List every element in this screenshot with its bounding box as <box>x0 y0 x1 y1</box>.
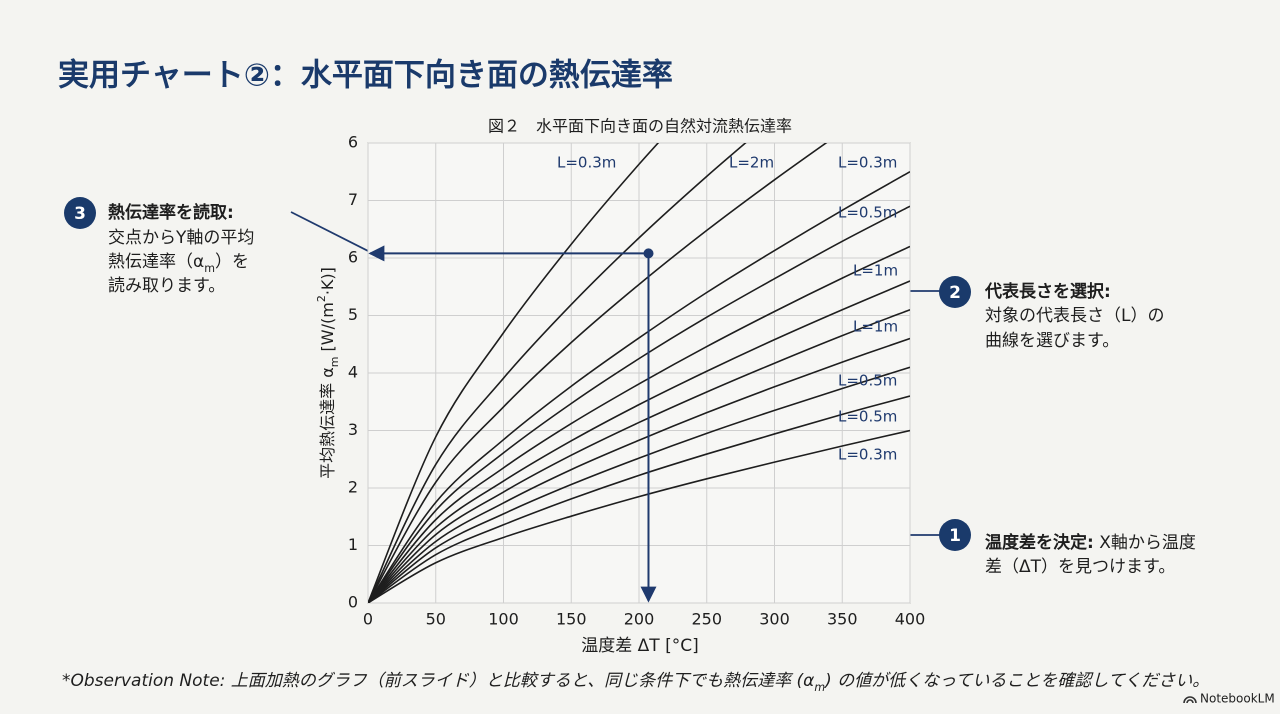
y-tick-label: 7 <box>348 190 358 209</box>
callout-heading-text: 熱伝達率を読取: <box>108 202 234 223</box>
text-sub: m <box>814 681 825 694</box>
slide-title: 実用チャート②：水平面下向き面の熱伝達率 <box>58 58 673 94</box>
pointer-line <box>290 211 379 257</box>
y-tick-label: 2 <box>348 478 358 497</box>
callout-heading: 温度差を決定: X軸から温度 <box>985 532 1196 553</box>
brand-icon <box>1183 696 1197 704</box>
callout-line: 対象の代表長さ（L）の <box>985 306 1164 326</box>
curve <box>368 337 910 603</box>
text-part: ）を <box>215 252 249 272</box>
text-part: X軸から温度 <box>1094 533 1196 553</box>
y-axis-label-part: 2 <box>315 295 328 302</box>
callout-number: 3 <box>74 204 86 224</box>
y-tick-label: 6 <box>348 248 358 267</box>
x-tick-label: 100 <box>488 610 519 629</box>
curve <box>368 143 660 603</box>
x-tick-label: 150 <box>556 610 587 629</box>
callout-heading-text: 代表長さを選択: <box>984 281 1111 302</box>
y-axis-label: 平均熱伝達率 αm [W/(m2·K)] <box>315 267 341 479</box>
text-part: 上面加熱のグラフ（前スライド）と比較すると、同じ条件下でも熱伝達率 (α <box>225 671 814 691</box>
callout-badge <box>939 519 971 551</box>
curve-label: L=0.5m <box>838 372 897 390</box>
curve <box>368 245 910 603</box>
callout-line: 差（ΔT）を見つけます。 <box>985 557 1175 577</box>
text-part: 差（ΔT）を見つけます。 <box>985 557 1175 577</box>
x-tick-label: 50 <box>426 610 446 629</box>
callout-number: 2 <box>949 283 961 303</box>
brand: NotebookLM <box>1183 692 1275 706</box>
text-part: 交点からY軸の平均 <box>108 228 254 248</box>
brand-name: NotebookLM <box>1200 692 1275 706</box>
footnote: *Observation Note: 上面加熱のグラフ（前スライド）と比較すると… <box>62 671 1209 694</box>
curve <box>368 205 910 603</box>
callout-number: 1 <box>949 526 961 546</box>
y-tick-label: 1 <box>348 535 358 554</box>
x-tick-label: 400 <box>895 610 926 629</box>
curve <box>368 143 828 603</box>
callout-heading: 熱伝達率を読取: <box>108 202 234 223</box>
curve-label: L=0.3m <box>557 154 616 172</box>
callout-badge <box>939 276 971 308</box>
curve-label: L=0.3m <box>838 446 897 464</box>
curve <box>368 171 910 603</box>
curve <box>368 143 747 603</box>
y-axis-label-part: [W/(m <box>318 302 337 356</box>
y-axis-label-part: ·K)] <box>318 267 337 295</box>
text-part: *Observation Note: <box>62 671 225 691</box>
text-sub: m <box>204 262 215 275</box>
text-part: 熱伝達率（α <box>108 252 204 272</box>
callout-badge <box>64 197 96 229</box>
curve-label: L=1m <box>853 318 898 336</box>
y-tick-label: 6 <box>348 133 358 152</box>
reading-point <box>643 248 654 259</box>
curves <box>368 143 910 603</box>
callout-heading-text: 温度差を決定: <box>985 532 1094 553</box>
y-tick-label: 3 <box>348 420 358 439</box>
chart-title: 図２ 水平面下向き面の自然対流熱伝達率 <box>488 117 792 136</box>
curve-label: L=1m <box>853 262 898 280</box>
callout-heading: 代表長さを選択: <box>984 281 1111 302</box>
x-tick-label: 250 <box>691 610 722 629</box>
x-tick-label: 350 <box>827 610 858 629</box>
callout-line: 読み取ります。 <box>108 276 225 296</box>
curve-label: L=2m <box>729 154 774 172</box>
text-part: 読み取ります。 <box>108 276 225 296</box>
callout-line: 交点からY軸の平均 <box>108 228 254 248</box>
x-tick-label: 300 <box>759 610 790 629</box>
curve-label: L=0.5m <box>838 408 897 426</box>
y-axis-label-part: m <box>328 357 341 368</box>
y-axis-label-part: 平均熱伝達率 α <box>318 367 337 479</box>
y-tick-label: 5 <box>348 305 358 324</box>
curve-label: L=0.3m <box>838 154 897 172</box>
text-part: ) の値が低くなっていることを確認してください。 <box>823 671 1209 691</box>
curve-label: L=0.5m <box>838 204 897 222</box>
text-part: 曲線を選びます。 <box>985 331 1119 351</box>
callout-line: 曲線を選びます。 <box>985 331 1119 351</box>
curve <box>368 280 910 603</box>
x-axis-label: 温度差 ΔT [°C] <box>581 636 698 656</box>
callout-line: 熱伝達率（αm）を <box>108 252 249 275</box>
x-tick-label: 200 <box>624 610 655 629</box>
y-tick-label: 4 <box>348 363 358 382</box>
y-tick-label: 0 <box>348 593 358 612</box>
curve <box>368 309 910 603</box>
x-tick-label: 0 <box>363 610 373 629</box>
curve <box>368 366 910 603</box>
curve <box>368 395 910 603</box>
text-part: 対象の代表長さ（L）の <box>985 306 1164 326</box>
curve <box>368 429 910 603</box>
